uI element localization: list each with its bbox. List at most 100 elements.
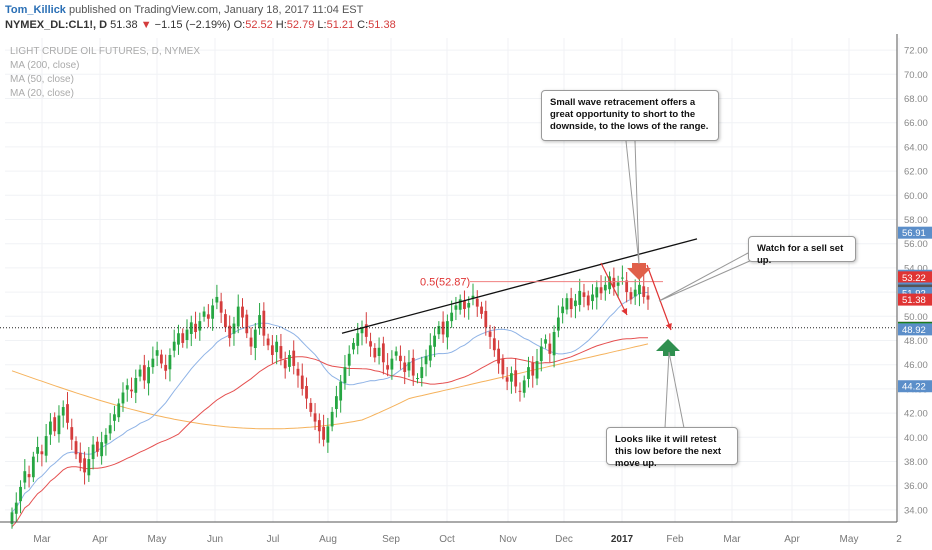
legend-ma200[interactable]: MA (200, close)	[10, 60, 80, 71]
candle-body	[232, 323, 236, 334]
y-tick-label: 46.00	[904, 360, 928, 371]
low-label: L:	[317, 19, 327, 31]
candle-body	[300, 375, 304, 389]
candle-body	[484, 310, 488, 328]
y-tick-label: 70.00	[904, 70, 928, 81]
candle-body	[458, 299, 462, 310]
candle-body	[501, 359, 505, 375]
candle-body	[548, 343, 552, 354]
candle-body	[241, 306, 244, 318]
candle-body	[369, 341, 372, 347]
candle-body	[514, 370, 518, 387]
candle-body	[74, 441, 78, 455]
y-tick-label: 62.00	[904, 167, 928, 178]
candle-body	[403, 362, 407, 372]
candle-body	[262, 310, 266, 336]
candle-body	[27, 474, 31, 478]
candle-body	[544, 339, 547, 344]
candle-body	[228, 325, 232, 339]
candle-body	[245, 314, 249, 334]
candle-body	[125, 385, 129, 390]
candle-body	[138, 369, 142, 377]
y-tick-label: 40.00	[904, 433, 928, 444]
candle-body	[595, 287, 599, 298]
legend-ma20[interactable]: MA (20, close)	[10, 88, 74, 99]
price-change: −1.15 (−2.19%)	[154, 19, 231, 31]
publish-info: published on TradingView.com, January 18…	[69, 4, 364, 16]
candle-body	[360, 327, 364, 334]
publish-line: Tom_Killick published on TradingView.com…	[5, 4, 363, 16]
candle-body	[147, 367, 150, 384]
candle-body	[108, 425, 112, 434]
candle-body	[10, 512, 14, 524]
candle-body	[399, 355, 402, 362]
candle-body	[428, 345, 432, 361]
candle-body	[49, 421, 52, 435]
candle-body	[437, 325, 441, 335]
symbol-label: NYMEX_DL:CL1!, D	[5, 19, 108, 31]
y-tick-label: 34.00	[904, 505, 928, 516]
down-arrow-icon: ▼	[140, 19, 152, 31]
candle-body	[326, 426, 330, 443]
price-marker-box	[898, 226, 932, 239]
candle-body	[629, 292, 633, 300]
candle-body	[535, 361, 539, 379]
open-value: 52.52	[245, 19, 273, 31]
x-tick-label: Apr	[92, 534, 108, 545]
candle-body	[198, 321, 202, 331]
legend-ma50[interactable]: MA (50, close)	[10, 74, 74, 85]
legend-title: LIGHT CRUDE OIL FUTURES, D, NYMEX	[10, 46, 201, 57]
candle-body	[121, 392, 125, 404]
candle-body	[164, 364, 168, 371]
candle-body	[14, 502, 18, 514]
candle-body	[420, 367, 424, 379]
candle-body	[603, 284, 607, 291]
candle-body	[44, 436, 48, 456]
candle-body	[330, 411, 334, 427]
high-value: 52.79	[286, 19, 315, 31]
candle-body	[83, 458, 86, 473]
candle-body	[450, 312, 454, 322]
down-arrow-1	[600, 262, 628, 316]
callout2-pointer	[658, 252, 753, 302]
candle-body	[189, 322, 193, 334]
candle-body	[463, 300, 466, 310]
candle-body	[215, 296, 219, 303]
candle-body	[445, 321, 449, 338]
candle-body	[283, 360, 287, 369]
x-tick-label: Mar	[33, 534, 51, 545]
candle-body	[40, 451, 44, 455]
price-chart[interactable]: 34.0036.0038.0040.0042.0044.0046.0048.00…	[0, 34, 932, 550]
candle-body	[646, 295, 650, 300]
candle-body	[638, 284, 641, 295]
y-tick-label: 68.00	[904, 94, 928, 105]
callout-retracement[interactable]: Small wave retracement offers a great op…	[541, 90, 719, 141]
down-arrow-2-head	[665, 323, 672, 330]
candle-body	[416, 378, 419, 380]
y-tick-label: 56.00	[904, 239, 928, 250]
price-marker-label: 44.22	[902, 382, 926, 393]
x-tick-label: Sep	[382, 534, 400, 545]
candle-body	[219, 301, 223, 313]
down-arrow-1-head	[621, 308, 628, 315]
candle-body	[36, 446, 40, 454]
candle-body	[612, 277, 616, 288]
ma50-line	[11, 337, 649, 528]
candle-body	[569, 298, 573, 310]
y-tick-label: 58.00	[904, 215, 928, 226]
candle-body	[87, 459, 91, 476]
candle-body	[117, 403, 121, 418]
down-arrow-2	[646, 264, 672, 331]
candle-body	[433, 335, 436, 347]
callout-sell-setup[interactable]: Watch for a sell set up.	[748, 236, 856, 266]
candle-body	[497, 348, 501, 364]
callout-retest-low[interactable]: Looks like it will retest this low befor…	[606, 427, 738, 469]
x-tick-label: May	[148, 534, 167, 545]
author-link[interactable]: Tom_Killick	[5, 4, 66, 16]
candle-body	[510, 373, 513, 382]
candle-body	[518, 390, 522, 392]
price-axis: 34.0036.0038.0040.0042.0044.0046.0048.00…	[896, 34, 932, 522]
candle-body	[53, 417, 57, 432]
candle-body	[236, 306, 240, 327]
candle-body	[134, 378, 138, 393]
